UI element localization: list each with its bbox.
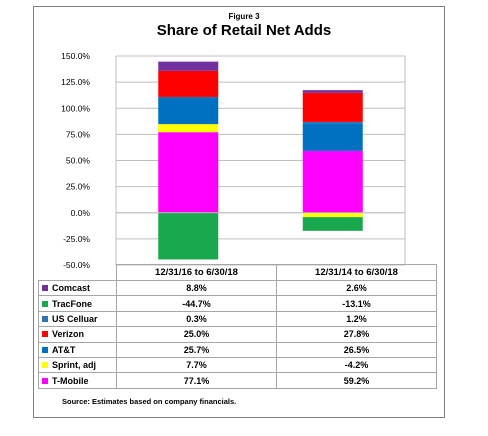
table-row: T-Mobile 77.1% 59.2% [38,372,437,389]
legend-entry: T-Mobile [38,372,117,389]
bar-segment-t-mobile [158,132,219,213]
legend-swatch [42,285,48,292]
legend-swatch [42,331,48,338]
legend-swatch [42,315,48,322]
series-name: US Celluar [52,313,98,324]
legend-swatch [42,300,48,307]
data-label: 7.7% [116,356,277,374]
data-label: 8.8% [116,279,277,297]
legend-entry: AT&T [38,341,117,358]
data-table: 12/31/16 to 6/30/18 12/31/14 to 6/30/18 Co… [38,264,437,389]
series-name: TracFone [52,298,93,309]
bar-segment-tracfone [158,212,219,260]
source-note: Source: Estimates based on company finan… [62,397,237,406]
bar-segment-verizon [302,92,363,122]
y-tick-label: 125.0% [61,77,90,87]
y-tick-label: 25.0% [66,182,91,192]
bar-segment-comcast [302,90,363,93]
series-name: Verizon [52,329,85,340]
data-label: 59.2% [276,372,437,389]
y-tick-label: 50.0% [66,156,91,166]
data-label: 25.7% [116,341,277,358]
table-row: Comcast 8.8% 2.6% [38,279,437,297]
table-corner [38,264,117,281]
bar-segment-us-celluar [302,121,363,124]
bar-segment-at-t [302,123,363,151]
bar-segment-at-t [158,97,219,125]
figure-label: Figure 3 [228,12,260,21]
bar-segment-sprint-adj [302,212,363,218]
data-label: 25.0% [116,326,277,343]
bar-segment-us-celluar [158,96,219,98]
y-tick-label: 150.0% [61,51,90,61]
legend-entry: US Celluar [38,310,117,328]
legend-entry: Comcast [38,279,117,297]
bar-segment-t-mobile [302,150,363,213]
y-tick-label: 75.0% [66,129,91,139]
data-label: 77.1% [116,372,277,389]
y-tick-label: 0.0% [71,208,91,218]
bar-segment-verizon [158,70,219,97]
data-label: -4.2% [276,356,437,374]
data-label: -44.7% [116,295,277,312]
series-name: T-Mobile [52,375,89,386]
data-label: 2.6% [276,279,437,297]
bar-segment-comcast [158,61,219,71]
table-row: AT&T 25.7% 26.5% [38,341,437,358]
data-label: 1.2% [276,310,437,328]
data-label: -13.1% [276,295,437,312]
y-tick-label: 100.0% [61,103,90,113]
legend-entry: TracFone [38,295,117,312]
legend-swatch [42,346,48,353]
legend-entry: Sprint, adj [38,356,117,374]
series-name: Sprint, adj [52,360,97,371]
legend-swatch [42,362,48,369]
legend-entry: Verizon [38,326,117,343]
data-label: 26.5% [276,341,437,358]
y-tick-label: -25.0% [63,234,90,244]
table-row: Sprint, adj 7.7% -4.2% [38,356,437,374]
bar-segment-tracfone [302,217,363,231]
table-row: US Celluar 0.3% 1.2% [38,310,437,328]
chart-title: Share of Retail Net Adds [156,22,332,39]
table-row: Verizon 25.0% 27.8% [38,326,437,343]
series-name: Comcast [52,283,91,294]
legend-swatch [42,377,48,384]
data-label: 27.8% [276,326,437,343]
series-name: AT&T [52,344,76,355]
category-label: 12/31/14 to 6/30/18 [276,264,437,281]
category-label: 12/31/16 to 6/30/18 [116,264,277,281]
table-row: TracFone -44.7% -13.1% [38,295,437,312]
data-label: 0.3% [116,310,277,328]
bar-segment-sprint-adj [158,124,219,133]
